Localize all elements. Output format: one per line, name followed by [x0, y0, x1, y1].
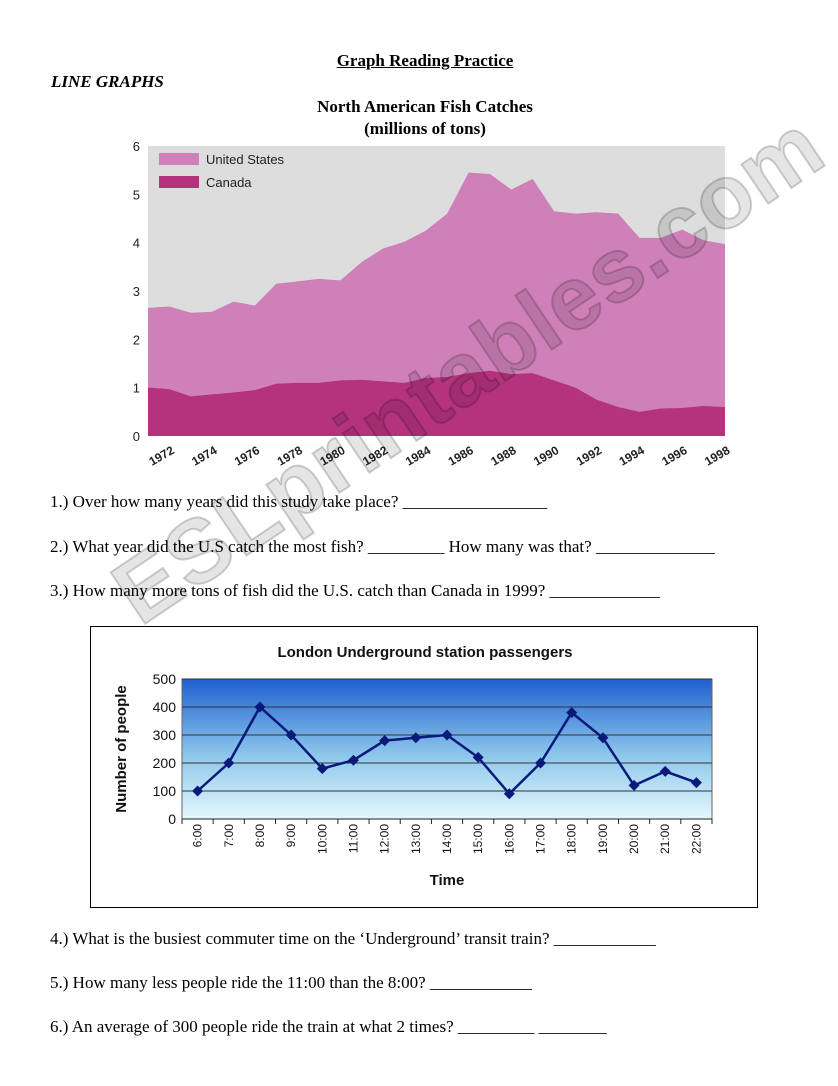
x-tick-label: 21:00	[658, 824, 672, 854]
y-tick-label: 500	[153, 671, 177, 687]
section-label: LINE GRAPHS	[51, 72, 164, 91]
plot-area	[181, 678, 713, 820]
chart1-title-block: North American Fish Catches (millions of…	[0, 96, 838, 140]
legend-label-united-states: United States	[206, 152, 285, 167]
x-tick-label: 11:00	[346, 824, 360, 853]
x-tick-label: 10:00	[315, 824, 329, 854]
legend-swatch-united-states	[159, 153, 199, 165]
data-point-marker	[472, 751, 484, 763]
data-point-marker	[690, 777, 702, 789]
x-tick-label: 20:00	[627, 824, 641, 854]
x-tick-label: 18:00	[565, 824, 579, 854]
data-point-marker	[659, 765, 671, 777]
data-point-marker	[628, 779, 640, 791]
y-axis-title: Number of people	[113, 685, 130, 813]
y-tick-label: 0	[168, 811, 176, 827]
y-tick-label: 1	[133, 381, 140, 396]
question-1: 1.) Over how many years did this study t…	[50, 492, 548, 511]
data-point-marker	[503, 788, 515, 800]
question-2: 2.) What year did the U.S catch the most…	[50, 537, 715, 556]
data-point-marker	[254, 701, 266, 713]
chart1-title: North American Fish Catches	[317, 97, 533, 116]
data-point-marker	[441, 729, 453, 741]
chart1-subtitle: (millions of tons)	[364, 119, 486, 138]
x-axis-title: Time	[430, 872, 465, 889]
data-point-marker	[223, 757, 235, 769]
legend-swatch-canada	[159, 176, 199, 188]
question-4: 4.) What is the busiest commuter time on…	[50, 929, 656, 948]
x-tick-label: 8:00	[253, 824, 267, 848]
document-title: Graph Reading Practice	[336, 51, 514, 70]
data-point-marker	[316, 763, 328, 775]
x-tick-label: 19:00	[596, 824, 610, 854]
x-tick-label: 14:00	[440, 824, 454, 854]
x-tick-label: 17:00	[534, 824, 548, 854]
data-point-marker	[410, 732, 422, 744]
data-point-marker	[379, 735, 391, 747]
y-tick-label: 200	[153, 755, 177, 771]
series-canada-area	[148, 370, 725, 436]
x-tick-label: 22:00	[689, 824, 703, 854]
x-tick-label: 7:00	[222, 824, 236, 848]
data-point-marker	[566, 707, 578, 719]
data-point-marker	[192, 785, 204, 797]
data-point-marker	[285, 729, 297, 741]
data-point-marker	[597, 732, 609, 744]
y-tick-label: 400	[153, 699, 177, 715]
x-tick-label: 13:00	[409, 824, 423, 854]
y-tick-label: 5	[133, 187, 140, 202]
legend-label-canada: Canada	[206, 175, 252, 190]
y-tick-label: 4	[133, 236, 140, 251]
x-tick-label: 15:00	[471, 824, 485, 854]
y-tick-label: 100	[153, 783, 177, 799]
question-3: 3.) How many more tons of fish did the U…	[50, 581, 661, 600]
series-united-states-area	[148, 172, 725, 437]
y-tick-label: 3	[133, 284, 140, 299]
question-6: 6.) An average of 300 people ride the tr…	[50, 1017, 607, 1036]
data-point-marker	[535, 757, 547, 769]
question-5: 5.) How many less people ride the 11:00 …	[50, 973, 532, 992]
x-tick-label: 16:00	[502, 824, 516, 854]
chart2-title: London Underground station passengers	[277, 644, 572, 661]
x-tick-label: 12:00	[378, 824, 392, 854]
y-tick-label: 6	[133, 139, 140, 154]
x-tick-label: 9:00	[284, 824, 298, 848]
y-tick-label: 0	[133, 429, 140, 444]
y-tick-label: 300	[153, 727, 177, 743]
data-point-marker	[347, 754, 359, 766]
x-tick-label: 6:00	[191, 824, 205, 848]
y-tick-label: 2	[133, 332, 140, 347]
